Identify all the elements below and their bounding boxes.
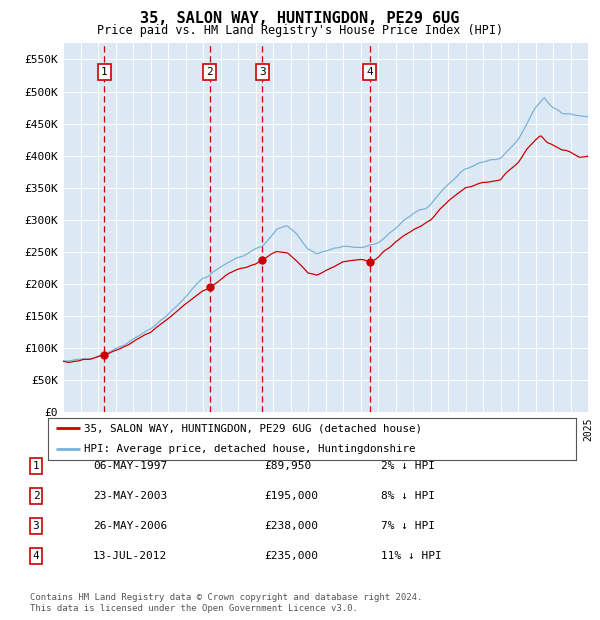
Text: 11% ↓ HPI: 11% ↓ HPI: [381, 551, 442, 560]
Text: £89,950: £89,950: [264, 461, 311, 471]
Text: 3: 3: [32, 521, 40, 531]
Text: £195,000: £195,000: [264, 491, 318, 501]
Text: 35, SALON WAY, HUNTINGDON, PE29 6UG: 35, SALON WAY, HUNTINGDON, PE29 6UG: [140, 11, 460, 26]
Text: 2% ↓ HPI: 2% ↓ HPI: [381, 461, 435, 471]
Text: 1: 1: [101, 68, 107, 78]
Text: 06-MAY-1997: 06-MAY-1997: [93, 461, 167, 471]
Text: £238,000: £238,000: [264, 521, 318, 531]
Text: 23-MAY-2003: 23-MAY-2003: [93, 491, 167, 501]
Text: £235,000: £235,000: [264, 551, 318, 560]
Text: 35, SALON WAY, HUNTINGDON, PE29 6UG (detached house): 35, SALON WAY, HUNTINGDON, PE29 6UG (det…: [84, 423, 422, 433]
Text: 2: 2: [206, 68, 213, 78]
Text: Contains HM Land Registry data © Crown copyright and database right 2024.
This d: Contains HM Land Registry data © Crown c…: [30, 593, 422, 613]
Text: HPI: Average price, detached house, Huntingdonshire: HPI: Average price, detached house, Hunt…: [84, 445, 415, 454]
Text: 4: 4: [367, 68, 373, 78]
Text: 3: 3: [259, 68, 266, 78]
Text: 8% ↓ HPI: 8% ↓ HPI: [381, 491, 435, 501]
Text: 2: 2: [32, 491, 40, 501]
Text: 13-JUL-2012: 13-JUL-2012: [93, 551, 167, 560]
Text: 7% ↓ HPI: 7% ↓ HPI: [381, 521, 435, 531]
Text: 26-MAY-2006: 26-MAY-2006: [93, 521, 167, 531]
Text: Price paid vs. HM Land Registry's House Price Index (HPI): Price paid vs. HM Land Registry's House …: [97, 24, 503, 37]
Text: 4: 4: [32, 551, 40, 560]
Text: 1: 1: [32, 461, 40, 471]
